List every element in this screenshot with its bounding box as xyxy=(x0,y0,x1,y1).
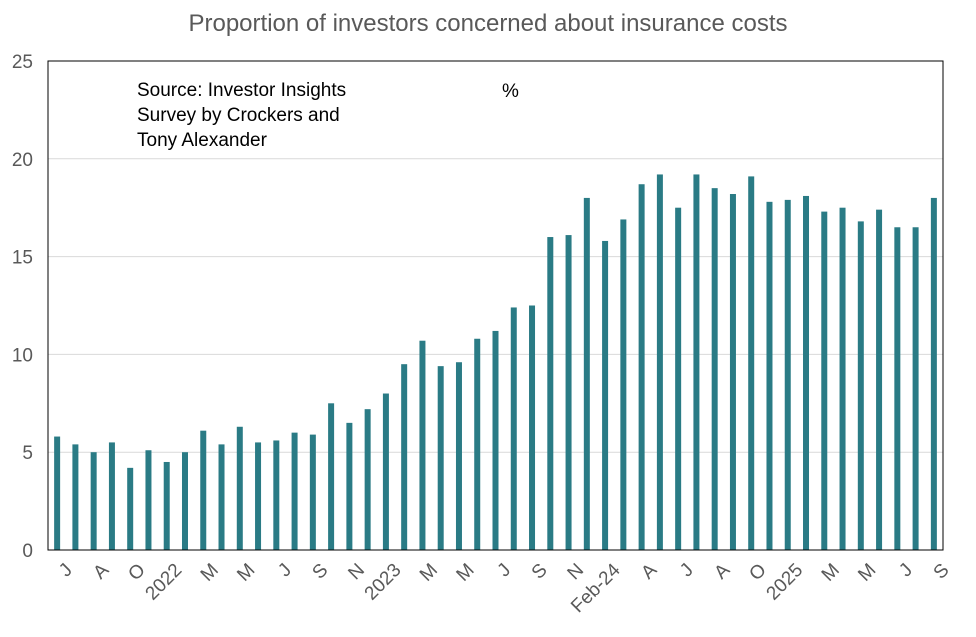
x-tick-label: J xyxy=(676,560,698,582)
bar xyxy=(346,422,353,550)
bar xyxy=(748,176,755,550)
x-tick-label: M xyxy=(233,560,259,586)
bar xyxy=(382,393,389,550)
x-tick-label: S xyxy=(309,560,333,584)
bar xyxy=(529,305,536,550)
x-tick-label: 2025 xyxy=(763,560,808,605)
bar xyxy=(309,434,316,550)
bar xyxy=(236,426,243,550)
y-tick-label: 0 xyxy=(22,541,33,562)
bar xyxy=(455,362,462,550)
bar xyxy=(620,219,627,550)
x-tick-label: N xyxy=(344,560,369,585)
bar xyxy=(766,201,773,550)
unit-label: % xyxy=(502,81,519,102)
bar xyxy=(839,207,846,550)
bar xyxy=(218,444,225,550)
bar xyxy=(273,440,280,550)
bar xyxy=(291,432,298,550)
x-tick-label: S xyxy=(528,560,552,584)
x-tick-label: 2022 xyxy=(142,560,187,605)
bar xyxy=(638,184,645,551)
x-tick-label: J xyxy=(494,560,516,582)
y-tick-label: 10 xyxy=(12,345,33,366)
bar xyxy=(602,240,609,550)
plot-area-border xyxy=(47,60,944,551)
bar xyxy=(328,403,335,550)
bar xyxy=(583,197,590,551)
y-tick-label: 20 xyxy=(12,150,33,171)
bar xyxy=(675,207,682,550)
chart-title: Proportion of investors concerned about … xyxy=(188,10,788,37)
bar xyxy=(54,436,61,550)
x-tick-label: S xyxy=(930,560,954,584)
bar xyxy=(912,227,919,550)
x-tick-label: M xyxy=(818,560,844,586)
bars xyxy=(54,174,937,551)
bar xyxy=(255,442,262,550)
x-tick-label: J xyxy=(895,560,917,582)
bar xyxy=(857,221,864,550)
bar xyxy=(401,364,408,550)
x-tick-label: M xyxy=(453,560,479,586)
bar xyxy=(565,235,572,550)
y-tick-label: 25 xyxy=(12,52,33,73)
x-tick-label: N xyxy=(564,560,589,585)
bar xyxy=(108,442,115,550)
bar xyxy=(656,174,663,550)
x-tick-label: O xyxy=(124,560,149,585)
bar xyxy=(803,195,810,550)
bar xyxy=(72,444,79,550)
bar xyxy=(492,330,499,550)
x-tick-label: J xyxy=(55,560,77,582)
bar xyxy=(163,461,170,550)
x-tick-label: 2023 xyxy=(361,560,406,605)
bar xyxy=(876,209,883,550)
source-annotation: Source: Investor Insights Survey by Croc… xyxy=(137,80,347,151)
y-tick-label: 5 xyxy=(22,443,33,464)
bar xyxy=(145,450,152,550)
bar xyxy=(821,211,828,551)
y-tick-label: 15 xyxy=(12,248,33,269)
bar xyxy=(474,338,481,550)
bar xyxy=(200,430,207,550)
bar xyxy=(784,199,791,550)
x-tick-label: A xyxy=(89,560,113,584)
bar xyxy=(364,409,371,550)
x-tick-label: O xyxy=(745,560,770,585)
bar xyxy=(693,174,700,550)
bar xyxy=(510,307,517,550)
x-tick-label: J xyxy=(274,560,296,582)
bar xyxy=(181,452,188,550)
bar xyxy=(894,227,901,550)
bar xyxy=(90,452,97,550)
bar xyxy=(437,366,444,550)
y-axis: 0 5 10 15 20 25 xyxy=(12,52,33,562)
x-tick-label: M xyxy=(197,560,223,586)
bar xyxy=(711,188,718,550)
x-tick-label: A xyxy=(637,560,661,584)
x-tick-label: M xyxy=(854,560,880,586)
plot-frame xyxy=(47,60,944,551)
bar xyxy=(419,340,426,550)
bar xyxy=(127,467,134,550)
bar xyxy=(729,194,736,550)
x-tick-label: M xyxy=(416,560,442,586)
x-tick-label: A xyxy=(710,560,734,584)
bar xyxy=(547,237,554,551)
bar xyxy=(930,197,937,551)
